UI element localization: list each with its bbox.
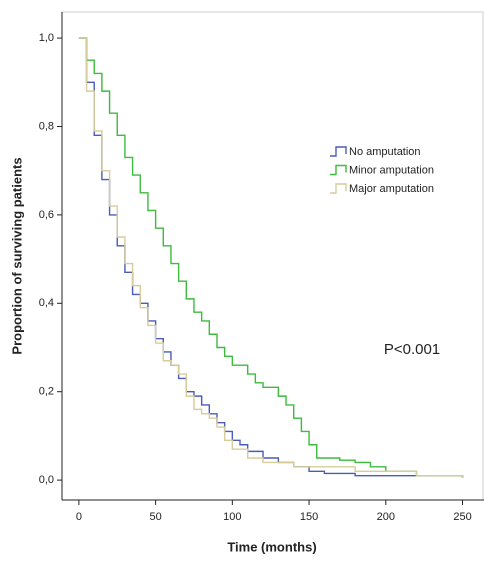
- legend-label: Minor amputation: [349, 164, 434, 176]
- legend-swatch: [330, 164, 347, 176]
- x-tick-label: 100: [223, 511, 241, 523]
- y-tick-label: 1,0: [39, 32, 54, 44]
- y-axis-title: Proportion of surviving patients: [9, 157, 24, 354]
- x-axis-title: Time (months): [227, 539, 316, 554]
- y-tick-label: 0,8: [39, 120, 54, 132]
- annotation: P<0.001: [384, 341, 440, 358]
- survival-curve: [78, 37, 464, 478]
- x-tick-label: 200: [377, 511, 395, 523]
- survival-curve: [78, 37, 464, 478]
- legend-swatch: [330, 183, 347, 194]
- legend-label: No amputation: [349, 146, 421, 158]
- y-tick-label: 0,0: [39, 474, 54, 486]
- x-tick-label: 50: [149, 511, 161, 523]
- x-tick-label: 250: [453, 511, 471, 523]
- legend-label: Major amputation: [349, 183, 434, 195]
- x-tick-label: 0: [76, 511, 82, 523]
- y-tick-label: 0,6: [39, 209, 54, 221]
- survival-curve: [78, 37, 464, 478]
- y-tick-label: 0,4: [39, 297, 54, 309]
- y-tick-label: 0,2: [39, 386, 54, 398]
- legend-swatch: [330, 146, 347, 157]
- x-tick-label: 150: [300, 511, 318, 523]
